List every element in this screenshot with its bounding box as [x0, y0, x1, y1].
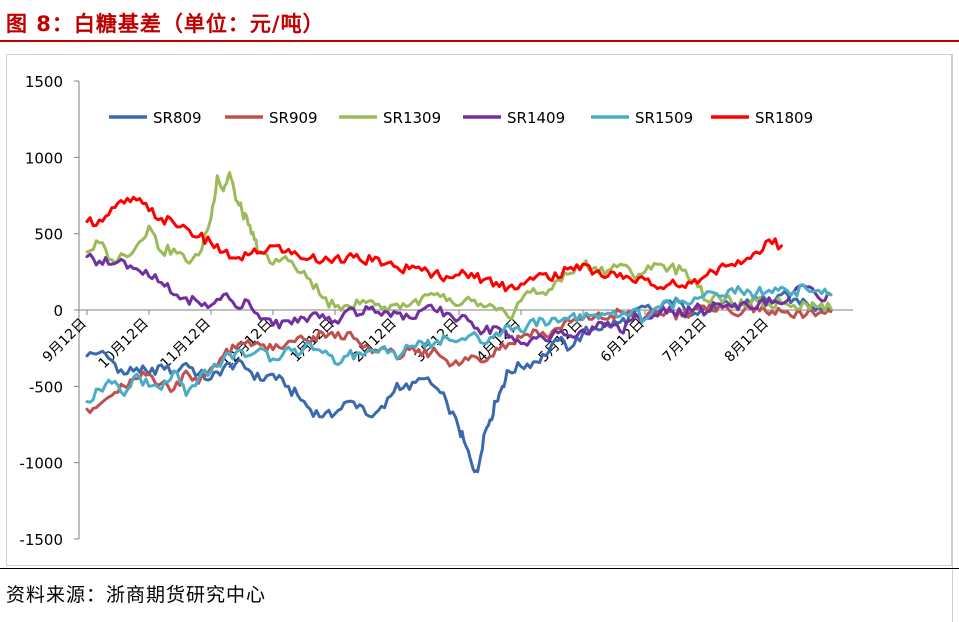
chart-frame: 1500 1000 500 0 -500 -1000 -1500 9月12日 10月12日 11月… [6, 54, 952, 566]
source-note: 资料来源：浙商期货研究中心 [6, 584, 267, 606]
y-tick-label: -500 [29, 378, 63, 396]
series-line-SR809 [85, 290, 833, 474]
series-line-SR1409 [85, 252, 833, 347]
y-tick-label: 0 [53, 302, 63, 320]
source-rule [0, 568, 959, 569]
title-rule [0, 40, 959, 42]
legend-label: SR1809 [755, 109, 813, 127]
series-line-SR1809 [85, 195, 783, 293]
legend-label: SR1309 [383, 109, 441, 127]
legend-label: SR1409 [507, 109, 565, 127]
x-tick-label: 10月12日 [96, 316, 152, 372]
x-tick-label: 7月12日 [660, 316, 710, 366]
frame-edge [952, 54, 953, 622]
figure-title: 图 8：白糖基差（单位：元/吨） [6, 12, 325, 36]
y-tick-label: 1000 [25, 149, 63, 167]
y-tick-label: -1500 [19, 531, 63, 549]
x-tick-label: 8月12日 [722, 316, 772, 366]
series-line-SR1309 [85, 171, 833, 320]
legend-label: SR1509 [635, 109, 693, 127]
series-line-SR1509 [85, 283, 833, 404]
y-tick-label: 1500 [25, 73, 63, 91]
legend-label: SR809 [153, 109, 202, 127]
x-tick-label: 9月12日 [40, 316, 90, 366]
y-tick-label: -1000 [19, 455, 63, 473]
y-tick-label: 500 [34, 226, 63, 244]
legend-label: SR909 [269, 109, 318, 127]
